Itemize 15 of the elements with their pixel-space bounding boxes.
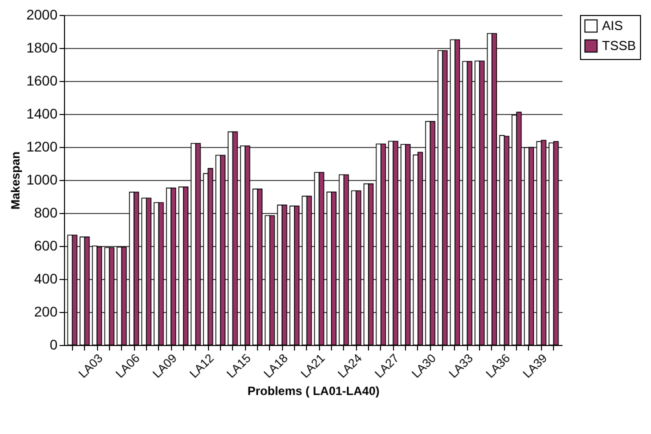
y-tick-label: 400 bbox=[34, 270, 58, 286]
y-tick-label: 1000 bbox=[26, 172, 58, 188]
y-tick-label: 1800 bbox=[26, 40, 58, 56]
x-axis-title: Problems ( LA01-LA40) bbox=[247, 384, 380, 398]
y-tick-label: 200 bbox=[34, 304, 58, 320]
y-tick-label: 600 bbox=[34, 238, 58, 254]
y-tick-label: 1400 bbox=[26, 106, 58, 122]
y-axis-title: Makespan bbox=[8, 151, 22, 210]
y-tick-label: 2000 bbox=[26, 6, 58, 22]
legend-label: TSSB bbox=[602, 38, 636, 53]
y-tick-label: 0 bbox=[50, 336, 58, 352]
y-tick-label: 1600 bbox=[26, 72, 58, 88]
y-tick-label: 1200 bbox=[26, 138, 58, 154]
legend-label: AIS bbox=[602, 18, 624, 33]
y-tick-label: 800 bbox=[34, 204, 58, 220]
